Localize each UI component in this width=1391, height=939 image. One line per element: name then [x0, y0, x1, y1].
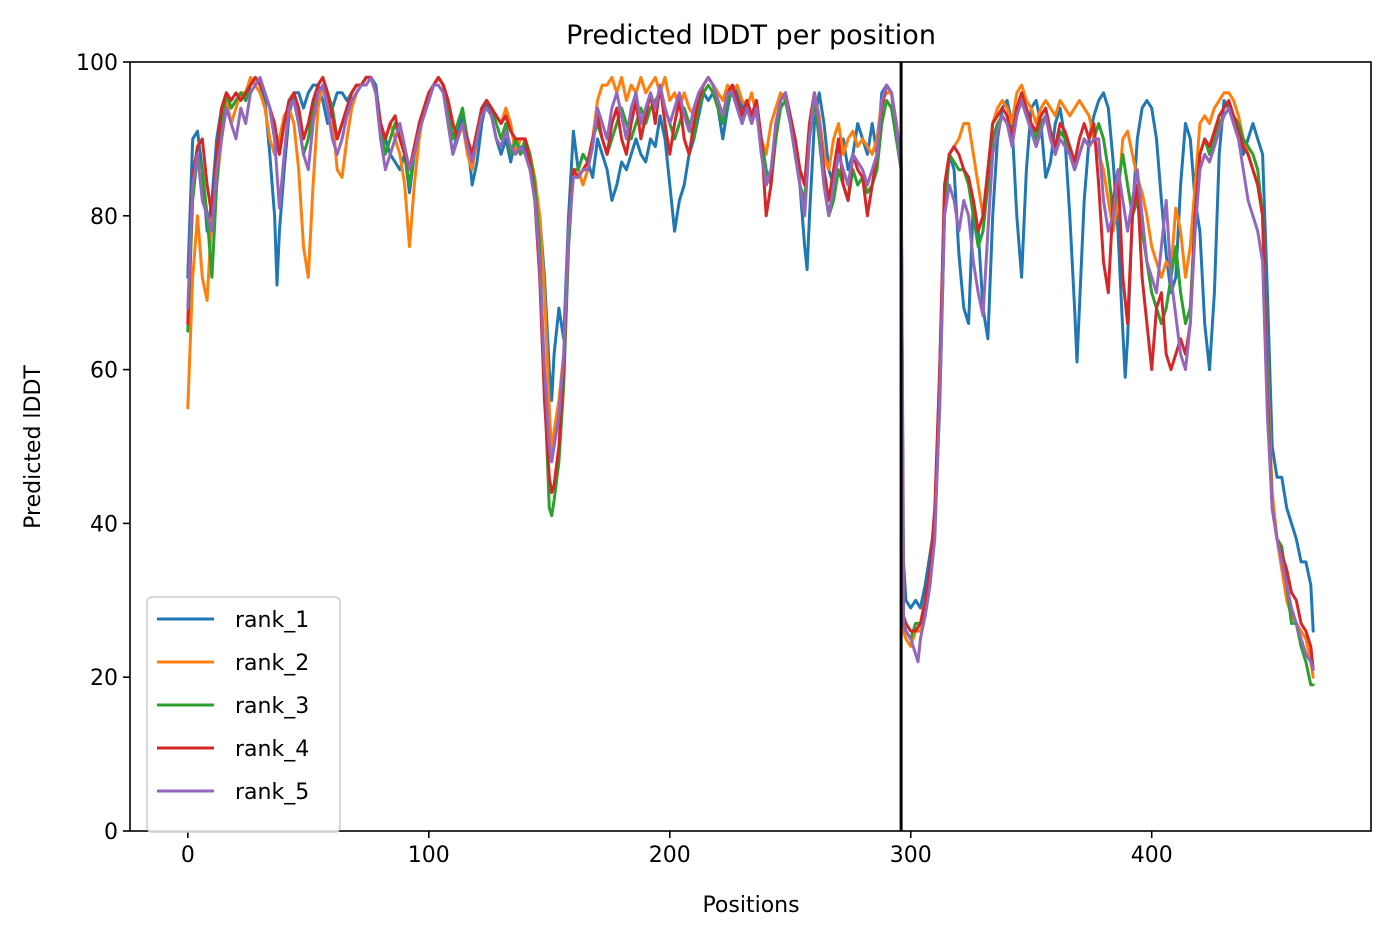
legend-box [146, 596, 341, 833]
plot-frame [129, 61, 1372, 832]
y-tick-label: 100 [76, 51, 118, 76]
series-line-rank_5 [186, 75, 1315, 671]
legend: rank_1 rank_2 rank_3 rank_4 rank_5 [146, 596, 341, 833]
x-axis-label: Positions [702, 893, 799, 918]
legend-label-rank_2: rank_2 [235, 651, 309, 676]
legend-label-rank_5: rank_5 [235, 780, 309, 805]
y-tick-label: 60 [90, 359, 118, 384]
axis-ticks: 0 100 200 300 400 0 20 40 60 80 100 [76, 51, 1173, 868]
plot-lines [186, 62, 1315, 831]
chart-title: Predicted lDDT per position [566, 20, 936, 51]
y-tick-label: 0 [104, 820, 118, 845]
y-tick-label: 20 [90, 666, 118, 691]
y-axis-label: Predicted lDDT [21, 365, 46, 529]
x-tick-label: 0 [181, 843, 195, 868]
x-tick-label: 300 [890, 843, 932, 868]
legend-label-rank_1: rank_1 [235, 608, 309, 633]
legend-label-rank_4: rank_4 [235, 737, 309, 762]
y-tick-label: 80 [90, 205, 118, 230]
x-tick-label: 100 [408, 843, 450, 868]
legend-label-rank_3: rank_3 [235, 694, 309, 719]
x-tick-label: 400 [1131, 843, 1173, 868]
x-tick-label: 200 [649, 843, 691, 868]
y-tick-label: 40 [90, 512, 118, 537]
